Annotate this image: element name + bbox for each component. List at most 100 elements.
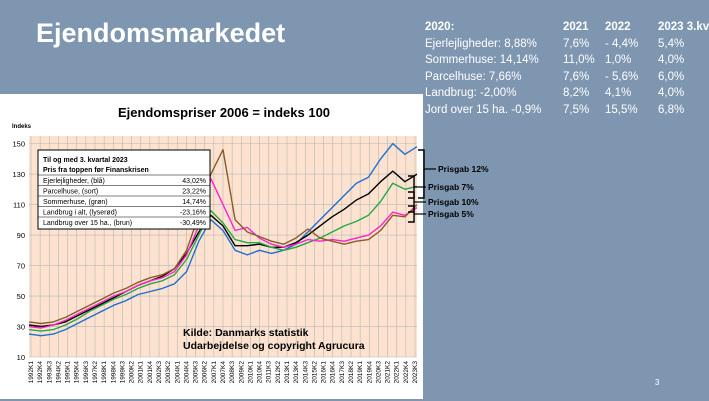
slide-title: Ejendomsmarkedet [36,18,286,48]
row-label: Jord over 15 ha. -0,9% [425,103,542,116]
legend-entry-label: Landbrug over 15 ha., (brun) [43,220,132,227]
x-tick-label: 2003K2 [165,361,172,384]
x-tick-label: 1992K1 [28,361,35,384]
y-tick-labels: 10 30 50 70 90 110 130 150 [12,140,25,362]
y-tick-label: 70 [17,262,25,271]
x-tick-label: 1999K3 [119,361,126,384]
legend-entry-value: -30,49% [180,220,206,227]
x-tick-label: 2001K4 [147,361,154,384]
source-line-1: Kilde: Danmarks statistik [183,327,309,339]
x-tick-label: 2010K4 [257,361,264,384]
x-tick-label: 2021K2 [385,361,392,384]
chart-title: Ejendomspriser 2006 = indeks 100 [118,105,330,120]
legend-entry-value: 43,02% [182,178,206,185]
series-line [28,142,418,337]
series-line [28,170,418,328]
price-gap-label: Prisgab 7% [428,182,474,192]
legend-entry-value: 14,74% [182,199,206,206]
x-tick-label: 2013K1 [284,361,291,384]
x-tick-label: 2015K2 [311,361,318,384]
price-gap-label: Prisgab 5% [428,209,474,219]
row-value-2022: 15,5% [605,103,638,116]
x-tick-label: 2007K1 [211,361,218,384]
x-tick-labels: 1992K1 1992K4 1993K3 1994K2 1995K1 1995K4 1996… [28,361,419,384]
x-tick-label: 2022K1 [394,361,401,384]
legend-box [37,149,211,230]
slide-number: 3 [655,378,660,387]
x-tick-label: 2019K4 [366,361,373,384]
x-tick-label: 1998K4 [110,361,117,384]
x-tick-label: 2005K3 [193,361,200,384]
y-tick-label: 30 [17,323,25,332]
x-tick-label: 2014K3 [302,361,309,384]
row-value-2021: 11,0% [563,54,595,66]
y-tick-label: 150 [12,140,25,149]
row-value-2023: 6,8% [658,103,685,116]
legend-entries: Ejerlejligheder, (blå) 43,02% Parcelhuse, … [38,174,210,227]
price-gap-label: Prisgab 10% [428,197,479,207]
legend-title-line1: Til og med 3. kvartal 2023 [43,157,128,164]
row-value-2023: 5,4% [658,37,685,50]
x-tick-label: 2002K3 [156,361,163,384]
row-label: Parcelhuse: 7,66% [425,70,522,83]
header-year-2022: 2022 [605,21,631,33]
row-value-2022: 1,0% [605,54,632,66]
x-tick-label: 2016K1 [321,361,328,384]
series-lines [28,142,418,337]
row-label: Landbrug: -2,00% [425,87,517,99]
row-value-2022: 4,1% [605,87,632,99]
x-tick-label: 2008K3 [229,361,236,384]
row-value-2021: 7,6% [563,37,590,50]
x-tick-label: 2006K2 [202,361,209,384]
x-tick-label: 2001K1 [138,361,145,384]
source-line-2: Udarbejdelse og copyright Agrucura [183,340,365,352]
x-tick-label: 1995K4 [74,361,81,384]
row-value-2022: - 5,6% [605,70,639,83]
x-tick-label: 2004K4 [183,361,190,384]
x-tick-label: 2019K1 [357,361,364,384]
x-tick-label: 2020K3 [375,361,382,384]
series-line [28,148,418,325]
header-year-2021: 2021 [563,21,589,33]
x-tick-label: 2000K2 [129,361,136,384]
y-tick-label: 110 [13,201,25,210]
y-tick-label: 10 [17,353,25,362]
header-year-2020: 2020: [425,21,455,33]
x-tick-label: 1992K4 [37,361,44,384]
price-gap-bracket [418,149,425,199]
x-tick-label: 2009K2 [238,361,245,384]
x-tick-label: 1993K3 [46,361,53,384]
row-value-2021: 7,5% [563,103,590,116]
y-tick-label: 50 [17,292,25,301]
legend-entry-label: Landbrug i alt, (lyserød) [43,210,117,217]
x-tick-label: 2022K4 [403,361,410,384]
legend-entry-value: -23,16% [180,210,206,217]
row-value-2022: - 4,4% [605,37,639,50]
x-tick-label: 2017K3 [339,361,346,384]
x-tick-label: 2010K1 [247,361,254,384]
row-value-2023: 6,0% [658,70,685,83]
legend-title-line2: Pris fra toppen før Finanskrisen [43,167,149,174]
x-tick-label: 2007K4 [220,361,227,384]
x-tick-label: 2012K2 [275,361,282,384]
series-line [28,182,418,332]
x-tick-label: 2023K3 [412,361,419,384]
legend-entry-label: Sommerhuse, (grøn) [43,199,108,206]
x-tick-label: 1996K3 [83,361,90,384]
row-value-2021: 7,6% [563,70,590,83]
x-tick-label: 1994K2 [55,361,62,384]
header-year-2023: 2023 3.kv. [658,21,709,33]
x-tick-label: 1995K1 [65,361,72,384]
series-line [28,177,418,329]
price-gap-brackets: Prisgab 12% Prisgab 7% Prisgab 10% Prisgab … [408,149,489,223]
x-tick-label: 2016K4 [330,361,337,384]
row-value-2023: 4,0% [658,54,685,66]
y-tick-label: 90 [17,231,25,240]
x-tick-label: 2011K3 [266,361,273,383]
y-axis-label: Indeks [12,124,32,130]
x-tick-label: 2013K4 [293,361,300,384]
row-value-2021: 8,2% [563,87,590,99]
y-tick-label: 130 [12,170,25,179]
x-tick-label: 1998K1 [101,361,108,384]
